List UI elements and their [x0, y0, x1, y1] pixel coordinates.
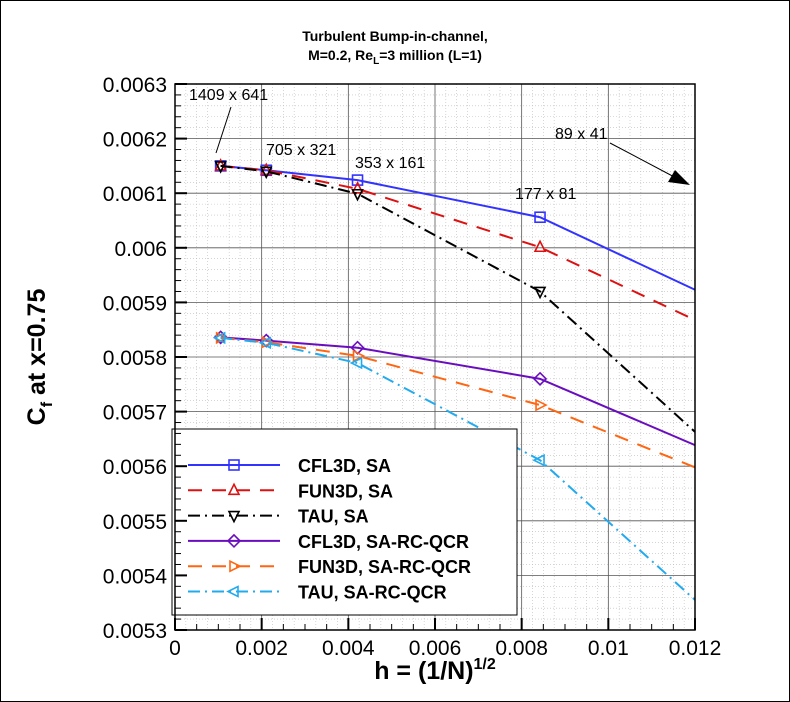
y-tick-label: 0.0062 [103, 129, 167, 152]
legend-label: CFL3D, SA [298, 456, 391, 476]
annotations: 1409 x 641 705 x 321 353 x 161 177 x 81 … [189, 87, 690, 203]
marker-square-icon [228, 459, 240, 471]
legend-item: FUN3D, SA-RC-QCR [188, 557, 471, 577]
marker-triangle-left-icon [226, 585, 239, 598]
legend-label: FUN3D, SA [298, 481, 393, 501]
series-line [220, 164, 696, 433]
y-tick-label: 0.0061 [103, 183, 167, 206]
x-tick-label: 0.004 [322, 637, 375, 660]
legend-item: TAU, SA-RC-QCR [188, 583, 447, 603]
marker-diamond-icon [532, 371, 548, 386]
legend-label: TAU, SA-RC-QCR [298, 583, 447, 603]
marker-triangle-down-icon [259, 166, 273, 180]
chart-title-line2: M=0.2, ReL=3 million (L=1) [308, 47, 482, 67]
marker-triangle-up-icon [533, 239, 547, 253]
marker-diamond-icon [226, 533, 242, 549]
marker-triangle-down-icon [533, 286, 547, 300]
y-tick-label: 0.0057 [103, 402, 167, 425]
series-group [212, 158, 696, 601]
y-tick-label: 0.0053 [103, 620, 167, 643]
marker-triangle-up-icon [259, 162, 273, 176]
y-tick-label: 0.0059 [103, 292, 167, 315]
y-axis-label: Cf at x=0.75 [23, 289, 56, 426]
x-tick-label: 0.01 [588, 637, 629, 660]
marker-triangle-left-icon [212, 331, 226, 345]
legend: CFL3D, SA FUN3D, SA TAU, SA CFL3D, SA-RC-QC… [171, 428, 518, 616]
annotation-arrow-line [609, 142, 681, 181]
y-tick-label: 0.0054 [103, 565, 168, 588]
marker-square-icon [534, 211, 546, 224]
annotation-1409x641: 1409 x 641 [189, 87, 268, 104]
y-tick-label: 0.0056 [103, 456, 167, 479]
x-axis-label: h = (1/N)1/2 [374, 656, 496, 685]
arrow-head-icon [668, 170, 690, 185]
ticks: 0 0.002 0.004 0.006 0.008 0.01 0.012 0.0053 0.00… [103, 74, 722, 660]
marker-triangle-down-icon [227, 510, 241, 524]
legend-label: TAU, SA [298, 507, 369, 527]
legend-item: CFL3D, SA [188, 456, 391, 476]
y-tick-label: 0.0063 [103, 74, 167, 97]
annotation-leader-line [215, 106, 232, 154]
marker-triangle-left-icon [349, 356, 363, 370]
legend-label: CFL3D, SA-RC-QCR [298, 532, 469, 552]
marker-triangle-left-icon [532, 453, 545, 467]
marker-triangle-right-icon [535, 398, 548, 412]
annotation-177x81: 177 x 81 [515, 186, 576, 203]
marker-triangle-down-icon [214, 161, 227, 174]
annotation-705x321: 705 x 321 [266, 142, 336, 159]
series-tau-sa [214, 161, 696, 433]
legend-item: CFL3D, SA-RC-QCR [188, 532, 469, 552]
x-tick-label: 0 [169, 637, 181, 660]
legend-item: FUN3D, SA [188, 481, 393, 501]
series-line [220, 336, 696, 447]
marker-triangle-right-icon [215, 331, 229, 345]
legend-item: TAU, SA [188, 507, 369, 527]
chart-title-line1: Turbulent Bump-in-channel, [302, 28, 488, 44]
marker-triangle-up-icon [214, 158, 227, 171]
x-tick-label: 0.012 [669, 637, 722, 660]
marker-triangle-down-icon [351, 188, 364, 202]
series-tau-sa-rc-qcr [212, 331, 696, 601]
marker-triangle-up-icon [227, 482, 241, 496]
annotation-353x161: 353 x 161 [355, 155, 425, 172]
y-tick-label: 0.0058 [103, 347, 167, 370]
marker-triangle-right-icon [229, 559, 242, 573]
series-line [220, 336, 696, 601]
y-tick-label: 0.0055 [103, 511, 167, 534]
legend-label: FUN3D, SA-RC-QCR [298, 557, 471, 577]
marker-triangle-left-icon [258, 336, 272, 350]
x-tick-label: 0.008 [495, 637, 548, 660]
marker-square-icon [351, 174, 364, 186]
marker-triangle-right-icon [352, 349, 366, 363]
y-tick-label: 0.006 [114, 238, 167, 261]
marker-triangle-up-icon [351, 181, 364, 194]
annotation-89x41: 89 x 41 [555, 126, 608, 143]
x-tick-label: 0.006 [409, 637, 462, 660]
x-tick-label: 0.002 [235, 637, 288, 660]
